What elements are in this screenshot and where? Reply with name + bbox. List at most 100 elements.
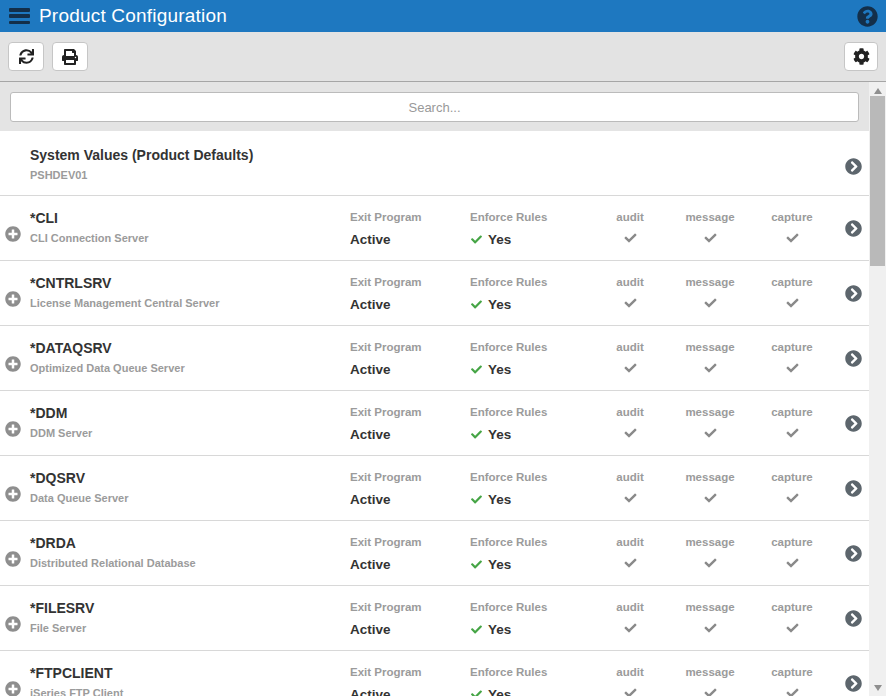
enforce-rules-header: Enforce Rules xyxy=(470,536,580,548)
server-name: *DATAQSRV xyxy=(30,340,112,356)
exit-program-value: Active xyxy=(350,232,460,247)
check-icon xyxy=(623,362,638,374)
table-row[interactable]: *FTPCLIENT iSeries FTP Client Exit Progr… xyxy=(0,651,869,696)
exit-program-column: Exit Program Active xyxy=(350,211,460,247)
check-icon xyxy=(623,557,638,569)
chevron-right-circle-icon[interactable] xyxy=(845,545,862,562)
table-row[interactable]: *FILESRV File Server Exit Program Active… xyxy=(0,586,869,651)
message-header: message xyxy=(672,406,748,418)
plus-circle-icon[interactable] xyxy=(5,681,21,696)
enforce-rules-value: Yes xyxy=(488,687,511,696)
audit-header: audit xyxy=(600,211,660,223)
scroll-down-arrow-icon[interactable] xyxy=(869,680,886,695)
check-icon xyxy=(703,297,718,309)
check-icon xyxy=(703,232,718,244)
check-icon xyxy=(623,492,638,504)
enforce-rules-header: Enforce Rules xyxy=(470,276,580,288)
system-values-row[interactable]: System Values (Product Defaults) PSHDEV0… xyxy=(0,131,869,196)
plus-circle-icon[interactable] xyxy=(5,356,21,372)
capture-column: capture xyxy=(756,276,828,309)
vertical-scrollbar[interactable] xyxy=(869,82,886,696)
plus-circle-icon[interactable] xyxy=(5,291,21,307)
capture-header: capture xyxy=(756,276,828,288)
audit-column: audit xyxy=(600,276,660,309)
table-row[interactable]: *CLI CLI Connection Server Exit Program … xyxy=(0,196,869,261)
plus-circle-icon[interactable] xyxy=(5,551,21,567)
chevron-right-circle-icon[interactable] xyxy=(845,610,862,627)
check-icon xyxy=(703,492,718,504)
message-header: message xyxy=(672,211,748,223)
chevron-right-circle-icon[interactable] xyxy=(845,285,862,302)
chevron-right-circle-icon[interactable] xyxy=(845,480,862,497)
exit-program-value: Active xyxy=(350,427,460,442)
chevron-right-circle-icon[interactable] xyxy=(845,675,862,692)
toolbar xyxy=(0,32,886,82)
table-row[interactable]: *CNTRLSRV License Management Central Ser… xyxy=(0,261,869,326)
capture-header: capture xyxy=(756,601,828,613)
enforce-rules-column: Enforce Rules Yes xyxy=(470,276,580,312)
plus-circle-icon[interactable] xyxy=(5,616,21,632)
chevron-right-circle-icon[interactable] xyxy=(845,350,862,367)
plus-circle-icon[interactable] xyxy=(5,421,21,437)
table-row[interactable]: *DQSRV Data Queue Server Exit Program Ac… xyxy=(0,456,869,521)
check-icon xyxy=(470,234,483,245)
audit-header: audit xyxy=(600,341,660,353)
refresh-button[interactable] xyxy=(8,42,44,71)
refresh-icon xyxy=(19,49,34,64)
check-icon xyxy=(703,687,718,696)
message-header: message xyxy=(672,341,748,353)
settings-button[interactable] xyxy=(844,42,878,71)
server-list: System Values (Product Defaults) PSHDEV0… xyxy=(0,131,869,696)
chevron-right-circle-icon[interactable] xyxy=(845,415,862,432)
help-icon[interactable] xyxy=(857,6,878,27)
exit-program-column: Exit Program Active xyxy=(350,471,460,507)
server-name: *DQSRV xyxy=(30,470,85,486)
audit-column: audit xyxy=(600,406,660,439)
chevron-right-circle-icon[interactable] xyxy=(845,220,862,237)
audit-column: audit xyxy=(600,666,660,696)
exit-program-column: Exit Program Active xyxy=(350,536,460,572)
hamburger-menu-icon[interactable] xyxy=(9,8,30,24)
enforce-rules-value: Yes xyxy=(488,622,511,637)
audit-column: audit xyxy=(600,341,660,374)
enforce-rules-header: Enforce Rules xyxy=(470,211,580,223)
exit-program-value: Active xyxy=(350,687,460,696)
exit-program-column: Exit Program Active xyxy=(350,341,460,377)
server-name: *CNTRLSRV xyxy=(30,275,111,291)
enforce-rules-value: Yes xyxy=(488,427,511,442)
message-header: message xyxy=(672,276,748,288)
message-column: message xyxy=(672,406,748,439)
check-icon xyxy=(703,622,718,634)
scrollbar-thumb[interactable] xyxy=(870,96,885,266)
server-name: *CLI xyxy=(30,210,58,226)
enforce-rules-column: Enforce Rules Yes xyxy=(470,471,580,507)
table-row[interactable]: *DATAQSRV Optimized Data Queue Server Ex… xyxy=(0,326,869,391)
message-column: message xyxy=(672,211,748,244)
server-description: DDM Server xyxy=(30,427,92,439)
server-description: Data Queue Server xyxy=(30,492,128,504)
server-description: iSeries FTP Client xyxy=(30,687,123,696)
plus-circle-icon[interactable] xyxy=(5,486,21,502)
check-icon xyxy=(623,687,638,696)
server-rows: *CLI CLI Connection Server Exit Program … xyxy=(0,196,869,696)
check-icon xyxy=(703,427,718,439)
exit-program-value: Active xyxy=(350,362,460,377)
check-icon xyxy=(470,364,483,375)
exit-program-header: Exit Program xyxy=(350,666,460,678)
message-column: message xyxy=(672,276,748,309)
enforce-rules-column: Enforce Rules Yes xyxy=(470,536,580,572)
print-button[interactable] xyxy=(52,42,88,71)
audit-column: audit xyxy=(600,471,660,504)
check-icon xyxy=(703,362,718,374)
table-row[interactable]: *DDM DDM Server Exit Program Active Enfo… xyxy=(0,391,869,456)
chevron-right-circle-icon[interactable] xyxy=(845,158,862,175)
enforce-rules-header: Enforce Rules xyxy=(470,601,580,613)
capture-column: capture xyxy=(756,341,828,374)
exit-program-header: Exit Program xyxy=(350,341,460,353)
capture-column: capture xyxy=(756,471,828,504)
search-input[interactable] xyxy=(10,92,859,122)
plus-circle-icon[interactable] xyxy=(5,226,21,242)
check-icon xyxy=(470,624,483,635)
table-row[interactable]: *DRDA Distributed Relational Database Ex… xyxy=(0,521,869,586)
exit-program-header: Exit Program xyxy=(350,276,460,288)
